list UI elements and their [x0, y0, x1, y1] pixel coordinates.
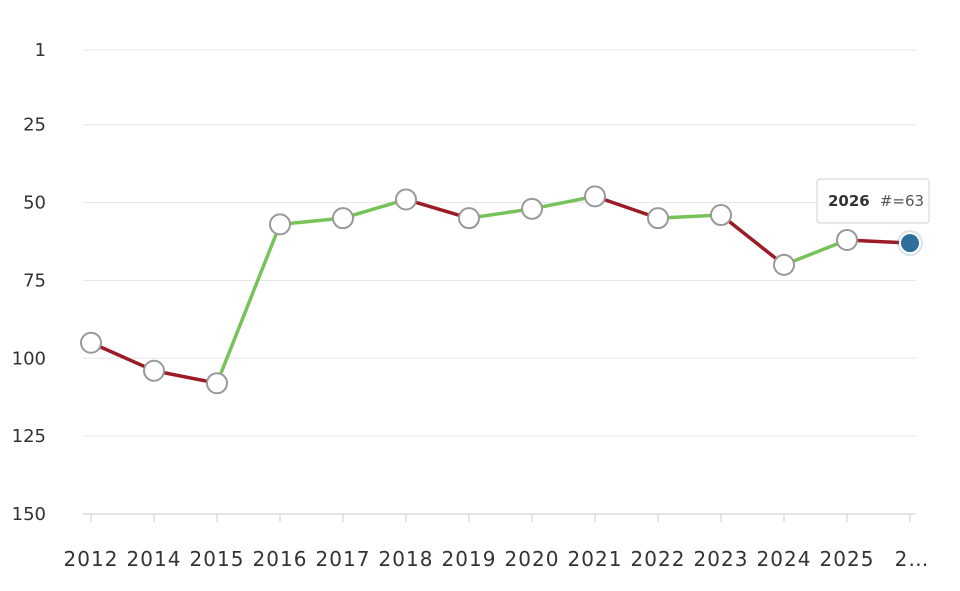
- y-tick-label: 75: [23, 270, 46, 291]
- data-point[interactable]: [521, 197, 543, 220]
- y-tick-label: 25: [23, 115, 46, 136]
- y-tick-label: 150: [12, 504, 46, 525]
- y-tick-label: 125: [12, 426, 46, 447]
- x-tick-label: 2021: [568, 547, 623, 571]
- x-tick-label: 2025: [820, 547, 875, 571]
- x-tick-label: 2018: [379, 547, 434, 571]
- data-point[interactable]: [647, 207, 669, 230]
- x-tick-label: 2016: [253, 547, 308, 571]
- x-tick-label: 2020: [505, 547, 560, 571]
- data-point[interactable]: [458, 207, 480, 230]
- data-point[interactable]: [143, 359, 165, 382]
- data-point[interactable]: [206, 372, 228, 395]
- tooltip-value: #=63: [880, 192, 924, 210]
- data-point-highlight[interactable]: [899, 232, 921, 255]
- y-tick-label: 100: [12, 348, 46, 369]
- tooltip: 2026 #=63: [816, 178, 930, 224]
- tooltip-year: 2026: [828, 192, 870, 210]
- line-segment-up: [215, 222, 282, 385]
- data-point[interactable]: [710, 204, 732, 227]
- x-tick-label: 2022: [631, 547, 686, 571]
- data-point[interactable]: [584, 185, 606, 208]
- data-point[interactable]: [395, 188, 417, 211]
- series-points: [80, 185, 923, 395]
- x-tick-label: 2023: [694, 547, 749, 571]
- data-point[interactable]: [773, 253, 795, 276]
- y-tick-label: 1: [35, 40, 46, 61]
- data-point[interactable]: [269, 213, 291, 236]
- tooltip-text: 2026 #=63: [828, 191, 924, 210]
- x-tick-label: 2014: [127, 547, 182, 571]
- x-tick-label: 2024: [757, 547, 812, 571]
- x-tick-label: 2017: [316, 547, 371, 571]
- data-point[interactable]: [332, 207, 354, 230]
- x-tick-label: 2…: [895, 547, 930, 571]
- x-axis: 2012 2014 2015 2016 2017 2018 2019 2020 2021 2022…: [64, 514, 930, 571]
- line-segment-down: [89, 340, 156, 373]
- line-segment-up: [782, 238, 849, 267]
- x-tick-label: 2019: [442, 547, 497, 571]
- series-line: [89, 194, 912, 385]
- x-tick-label: 2012: [64, 547, 119, 571]
- gridlines: [83, 49, 916, 515]
- line-segment-down: [593, 194, 660, 220]
- data-point[interactable]: [80, 331, 102, 354]
- y-tick-label: 50: [23, 193, 46, 214]
- data-point[interactable]: [836, 228, 858, 251]
- tooltip-box: [816, 178, 930, 224]
- x-tick-label: 2015: [190, 547, 245, 571]
- line-segment-down: [719, 213, 786, 267]
